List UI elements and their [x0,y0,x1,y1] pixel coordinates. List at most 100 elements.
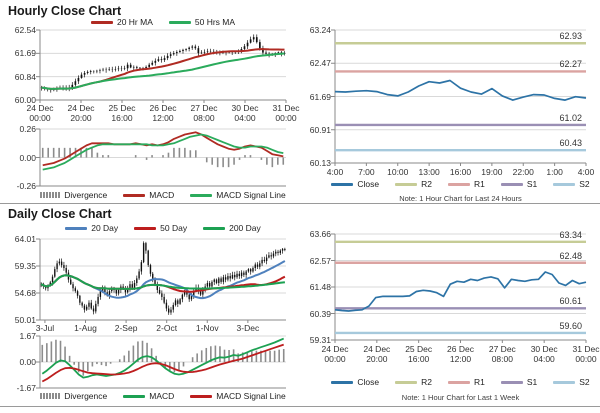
x-tick-label: 31 Dec 00:00 [272,103,300,124]
line-swatch-icon [395,182,418,186]
y-tick-label: 0.00 [19,357,36,367]
x-tick-label: 24 Dec 20:00 [67,103,95,124]
y-tick-label: 0.26 [19,124,36,134]
hourly_macd-plot [36,128,286,187]
level-label-r2: 63.34 [559,229,582,240]
legend-label: R2 [421,179,432,189]
x-tick-label: 24 Dec 00:00 [26,103,54,124]
legend-item: MACD [123,391,174,401]
y-tick-label: 60.13 [309,158,331,168]
macd-line [41,337,285,379]
legend-item: 50 Day [134,223,187,233]
level-label-r2: 62.93 [559,31,582,42]
daily_macd-legend: Divergence MACD MACD Signal Line [40,391,286,401]
legend-item: Close [331,377,379,387]
line-swatch-icon [134,226,157,230]
y-tick-label: 62.54 [14,25,36,35]
line-swatch-icon [123,193,146,197]
level-label-s1: 60.61 [559,296,582,307]
x-tick-label: 22:00 [512,167,534,177]
y-tick-label: 63.66 [309,229,331,239]
macd-line [42,131,284,167]
level-label-r1: 62.48 [559,250,582,261]
level-label-s2: 59.60 [559,320,582,331]
line-swatch-icon [123,394,146,398]
legend-item: S2 [553,377,590,387]
legend-item: Close [331,179,379,189]
x-tick-label: 25 Dec 16:00 [405,344,433,365]
x-tick-label: 1:00 [546,167,563,177]
x-tick-label: 13:00 [418,167,440,177]
y-tick-label: 61.48 [309,282,331,292]
legend-label: MACD Signal Line [216,391,286,401]
legend-label: Close [357,377,380,387]
x-tick-label: 1-Nov [195,323,219,333]
ma-line-20 [41,48,285,90]
x-tick-label: 4:00 [326,167,344,177]
legend-item: MACD Signal Line [190,391,286,401]
legend-item: R2 [395,179,432,189]
line-swatch-icon [447,380,470,384]
hourly-macd-chart [36,128,286,187]
daily-section-title: Daily Close Chart [8,207,112,221]
y-tick-label: 60.39 [309,308,331,319]
level-label-s1: 61.02 [559,112,582,123]
line-swatch-icon [553,182,576,186]
legend-label: MACD Signal Line [216,190,286,200]
hourly_levels-plot [331,29,587,166]
daily_price-plot [36,238,286,323]
legend-label: R1 [473,377,485,387]
y-tick-label: 0.00 [19,152,36,163]
line-swatch-icon [190,394,213,398]
hourly-levels-chart [331,29,587,166]
line-swatch-icon [500,182,523,186]
legend-item: 200 Day [203,223,261,233]
x-tick-label: 4:00 [577,167,595,177]
x-tick-label: 16:00 [449,167,472,177]
line-swatch-icon [190,193,213,197]
level-label-s2: 60.43 [559,138,582,149]
hourly_macd-legend: Divergence MACD MACD Signal Line [40,190,286,200]
x-tick-label: 24 Dec 00:00 [321,344,349,365]
hourly-price-chart [36,29,287,103]
x-tick-label: 3-Jul [35,323,55,333]
legend-item: MACD [123,190,174,200]
weekly_levels-legend: Close R2 R1 S1 S2 [331,377,590,387]
y-tick-label: 54.68 [14,288,36,298]
legend-item: R1 [447,179,485,189]
y-tick-label: -1.67 [16,383,36,393]
legend-label: 50 Day [160,223,188,233]
legend-label: 20 Day [91,223,119,233]
hourly-section-title: Hourly Close Chart [8,4,122,18]
line-swatch-icon [331,380,354,384]
y-tick-label: 60.91 [309,124,331,135]
section-divider [0,203,600,204]
x-tick-label: 27 Dec 08:00 [488,344,516,365]
legend-label: S1 [526,377,538,387]
legend-item: R2 [395,377,432,387]
legend-label: MACD [149,190,175,200]
level-label-r1: 62.27 [559,59,582,70]
x-tick-label: 3-Dec [236,323,260,333]
x-tick-label: 2-Sep [114,323,138,333]
y-tick-label: -0.26 [16,181,36,191]
line-swatch-icon [500,380,523,384]
line-swatch-icon [203,226,226,230]
daily-macd-chart [36,335,286,389]
x-tick-label: 2-Oct [156,323,178,333]
legend-item: 50 Hrs MA [168,17,235,27]
legend-item: Divergence [40,190,107,200]
x-tick-label: 25 Dec 16:00 [108,103,136,124]
line-swatch-icon [331,182,354,186]
legend-label: MACD [149,391,175,401]
legend-item: R1 [447,377,485,387]
legend-label: S1 [526,179,538,189]
legend-label: Close [357,179,380,189]
legend-label: R2 [421,377,432,387]
y-tick-label: 60.84 [14,71,36,82]
line-swatch-icon [553,380,576,384]
x-tick-label: 27 Dec 08:00 [190,103,218,124]
macd-signal-line [41,343,284,383]
hourly_price-legend: 20 Hr MA 50 Hrs MA [40,17,286,27]
